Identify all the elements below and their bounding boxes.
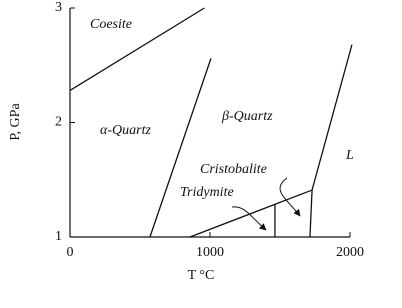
annotation: L (345, 148, 354, 163)
phase-boundary (149, 58, 212, 238)
phase-boundary (309, 190, 313, 238)
y-tick-label: 3 (55, 0, 62, 15)
arrow (279, 177, 301, 217)
phase-boundary (189, 44, 353, 238)
x-tick-label: 1000 (196, 245, 224, 260)
annotation: α-Quartz (100, 123, 151, 138)
x-tick-label: 0 (67, 245, 74, 260)
arrow (231, 206, 267, 231)
phase-boundary (69, 7, 205, 91)
annotation: β-Quartz (221, 109, 273, 124)
y-tick-label: 1 (55, 229, 62, 244)
annotation: Coesite (90, 17, 132, 32)
annotation: Cristobalite (200, 162, 267, 177)
y-tick-label: 2 (55, 115, 62, 130)
x-axis-label: T °C (188, 268, 215, 283)
annotation: Tridymite (180, 185, 234, 200)
y-axis-label: P, GPa (8, 103, 23, 141)
x-tick-label: 2000 (336, 245, 364, 260)
